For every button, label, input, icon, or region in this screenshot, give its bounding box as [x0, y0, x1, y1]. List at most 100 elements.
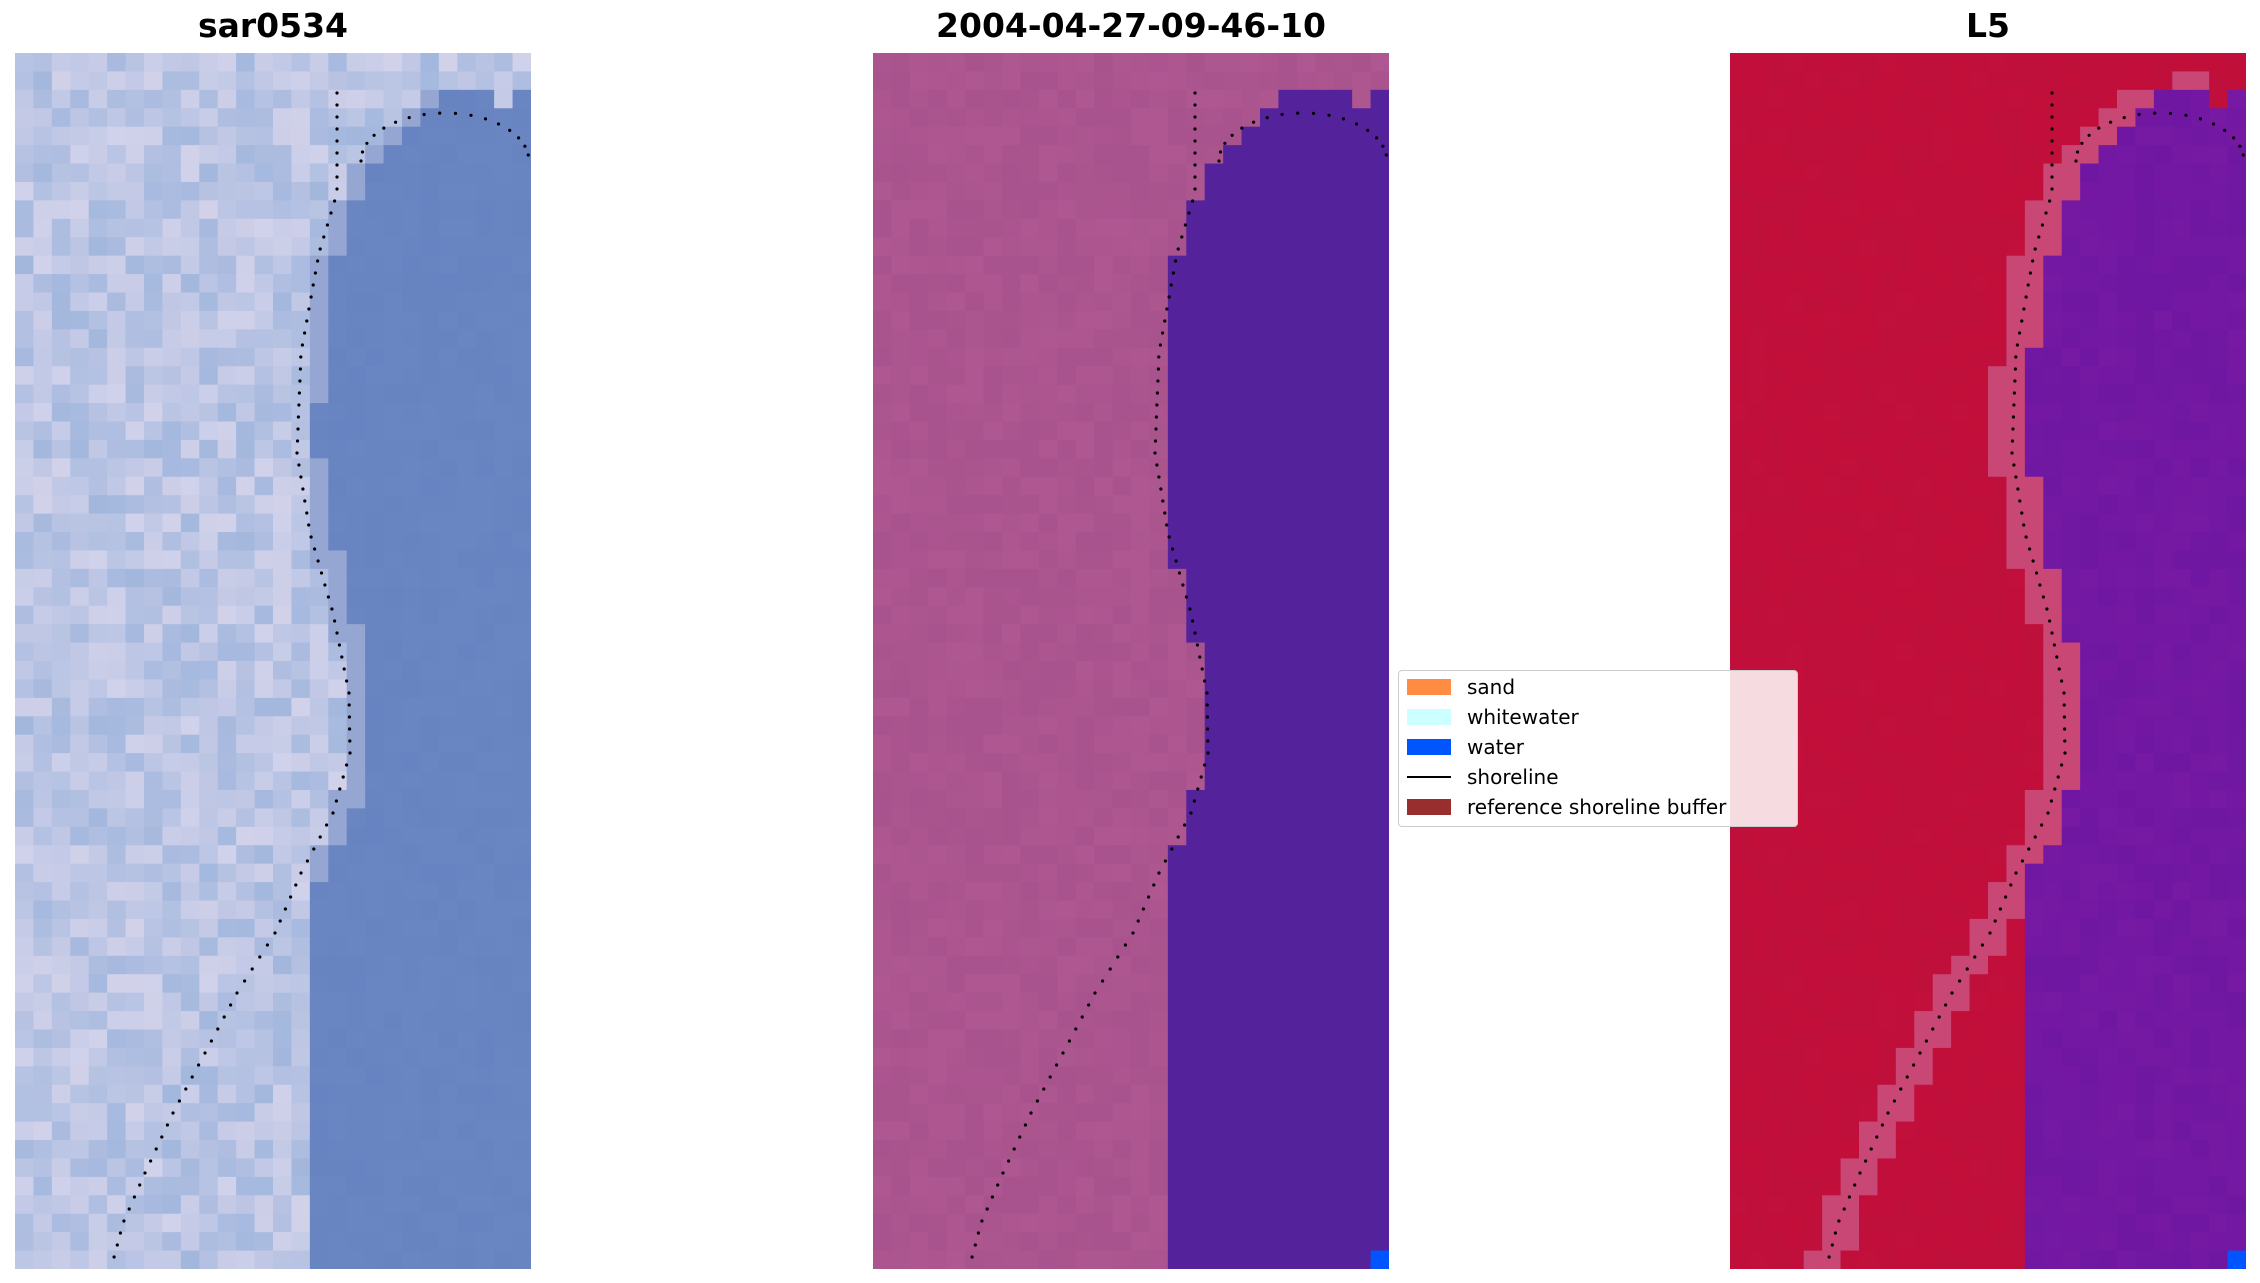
- image-pixel: [928, 863, 948, 883]
- image-pixel: [1730, 218, 1750, 238]
- image-pixel: [1296, 955, 1316, 975]
- image-pixel: [2135, 568, 2155, 588]
- image-pixel: [254, 71, 274, 91]
- image-pixel: [457, 292, 477, 312]
- image-pixel: [1075, 366, 1095, 386]
- image-pixel: [15, 403, 35, 423]
- image-pixel: [346, 716, 366, 736]
- image-pixel: [494, 1250, 514, 1269]
- shoreline-dot: [347, 703, 351, 707]
- image-pixel: [2024, 513, 2044, 533]
- image-pixel: [309, 181, 329, 201]
- image-pixel: [2117, 532, 2137, 552]
- image-pixel: [1969, 568, 1989, 588]
- image-pixel: [217, 1140, 237, 1160]
- image-pixel: [420, 587, 440, 607]
- image-pixel: [909, 771, 929, 791]
- image-pixel: [1094, 753, 1114, 773]
- image-pixel: [254, 845, 274, 865]
- image-pixel: [1260, 292, 1280, 312]
- image-pixel: [2190, 421, 2210, 441]
- image-pixel: [1766, 237, 1786, 257]
- shoreline-dot: [342, 667, 346, 671]
- image-pixel: [162, 753, 182, 773]
- image-pixel: [273, 1121, 293, 1141]
- image-pixel: [2061, 126, 2081, 146]
- image-pixel: [494, 568, 514, 588]
- image-pixel: [1766, 108, 1786, 128]
- image-pixel: [2024, 329, 2044, 349]
- image-pixel: [909, 716, 929, 736]
- image-pixel: [965, 1250, 985, 1269]
- image-pixel: [1766, 310, 1786, 330]
- shoreline-dot: [1023, 1123, 1027, 1127]
- image-pixel: [1204, 550, 1224, 570]
- image-pixel: [1914, 366, 1934, 386]
- image-pixel: [1951, 255, 1971, 275]
- image-pixel: [254, 918, 274, 938]
- image-pixel: [125, 1232, 145, 1252]
- image-pixel: [1094, 126, 1114, 146]
- image-pixel: [236, 937, 256, 957]
- image-pixel: [1057, 53, 1077, 73]
- image-pixel: [1296, 624, 1316, 644]
- image-pixel: [873, 605, 893, 625]
- shoreline-dot: [329, 211, 333, 215]
- image-pixel: [291, 366, 311, 386]
- image-pixel: [217, 642, 237, 662]
- image-pixel: [328, 439, 348, 459]
- shoreline-dot: [177, 1099, 181, 1103]
- image-pixel: [1352, 900, 1372, 920]
- image-pixel: [88, 1140, 108, 1160]
- image-pixel: [236, 458, 256, 478]
- image-pixel: [1932, 163, 1952, 183]
- image-pixel: [1840, 495, 1860, 515]
- image-pixel: [365, 697, 385, 717]
- image-pixel: [1038, 1103, 1058, 1123]
- image-pixel: [928, 255, 948, 275]
- image-pixel: [1149, 403, 1169, 423]
- image-pixel: [1131, 697, 1151, 717]
- image-pixel: [2190, 89, 2210, 109]
- image-pixel: [125, 808, 145, 828]
- image-pixel: [946, 974, 966, 994]
- image-pixel: [402, 587, 422, 607]
- image-pixel: [291, 587, 311, 607]
- image-pixel: [15, 532, 35, 552]
- image-pixel: [70, 476, 90, 496]
- image-pixel: [1859, 605, 1879, 625]
- image-pixel: [420, 550, 440, 570]
- image-pixel: [1278, 734, 1298, 754]
- image-pixel: [2006, 89, 2026, 109]
- image-pixel: [144, 439, 164, 459]
- image-pixel: [1260, 992, 1280, 1012]
- image-pixel: [199, 458, 219, 478]
- image-pixel: [1370, 237, 1389, 257]
- image-pixel: [1785, 108, 1805, 128]
- image-pixel: [1803, 53, 1823, 73]
- image-pixel: [1333, 900, 1353, 920]
- image-pixel: [1020, 71, 1040, 91]
- image-pixel: [15, 642, 35, 662]
- image-pixel: [291, 126, 311, 146]
- image-pixel: [254, 697, 274, 717]
- image-pixel: [1020, 513, 1040, 533]
- image-pixel: [125, 53, 145, 73]
- image-pixel: [494, 1140, 514, 1160]
- image-pixel: [2080, 89, 2100, 109]
- image-pixel: [162, 1121, 182, 1141]
- image-pixel: [873, 1084, 893, 1104]
- shoreline-dot: [483, 117, 488, 121]
- image-pixel: [1730, 421, 1750, 441]
- image-pixel: [254, 771, 274, 791]
- image-pixel: [309, 384, 329, 404]
- image-pixel: [309, 734, 329, 754]
- image-pixel: [1149, 550, 1169, 570]
- image-pixel: [438, 845, 458, 865]
- image-pixel: [1296, 734, 1316, 754]
- image-pixel: [457, 661, 477, 681]
- image-pixel: [438, 274, 458, 294]
- image-pixel: [144, 403, 164, 423]
- image-pixel: [1186, 1121, 1206, 1141]
- image-pixel: [2135, 218, 2155, 238]
